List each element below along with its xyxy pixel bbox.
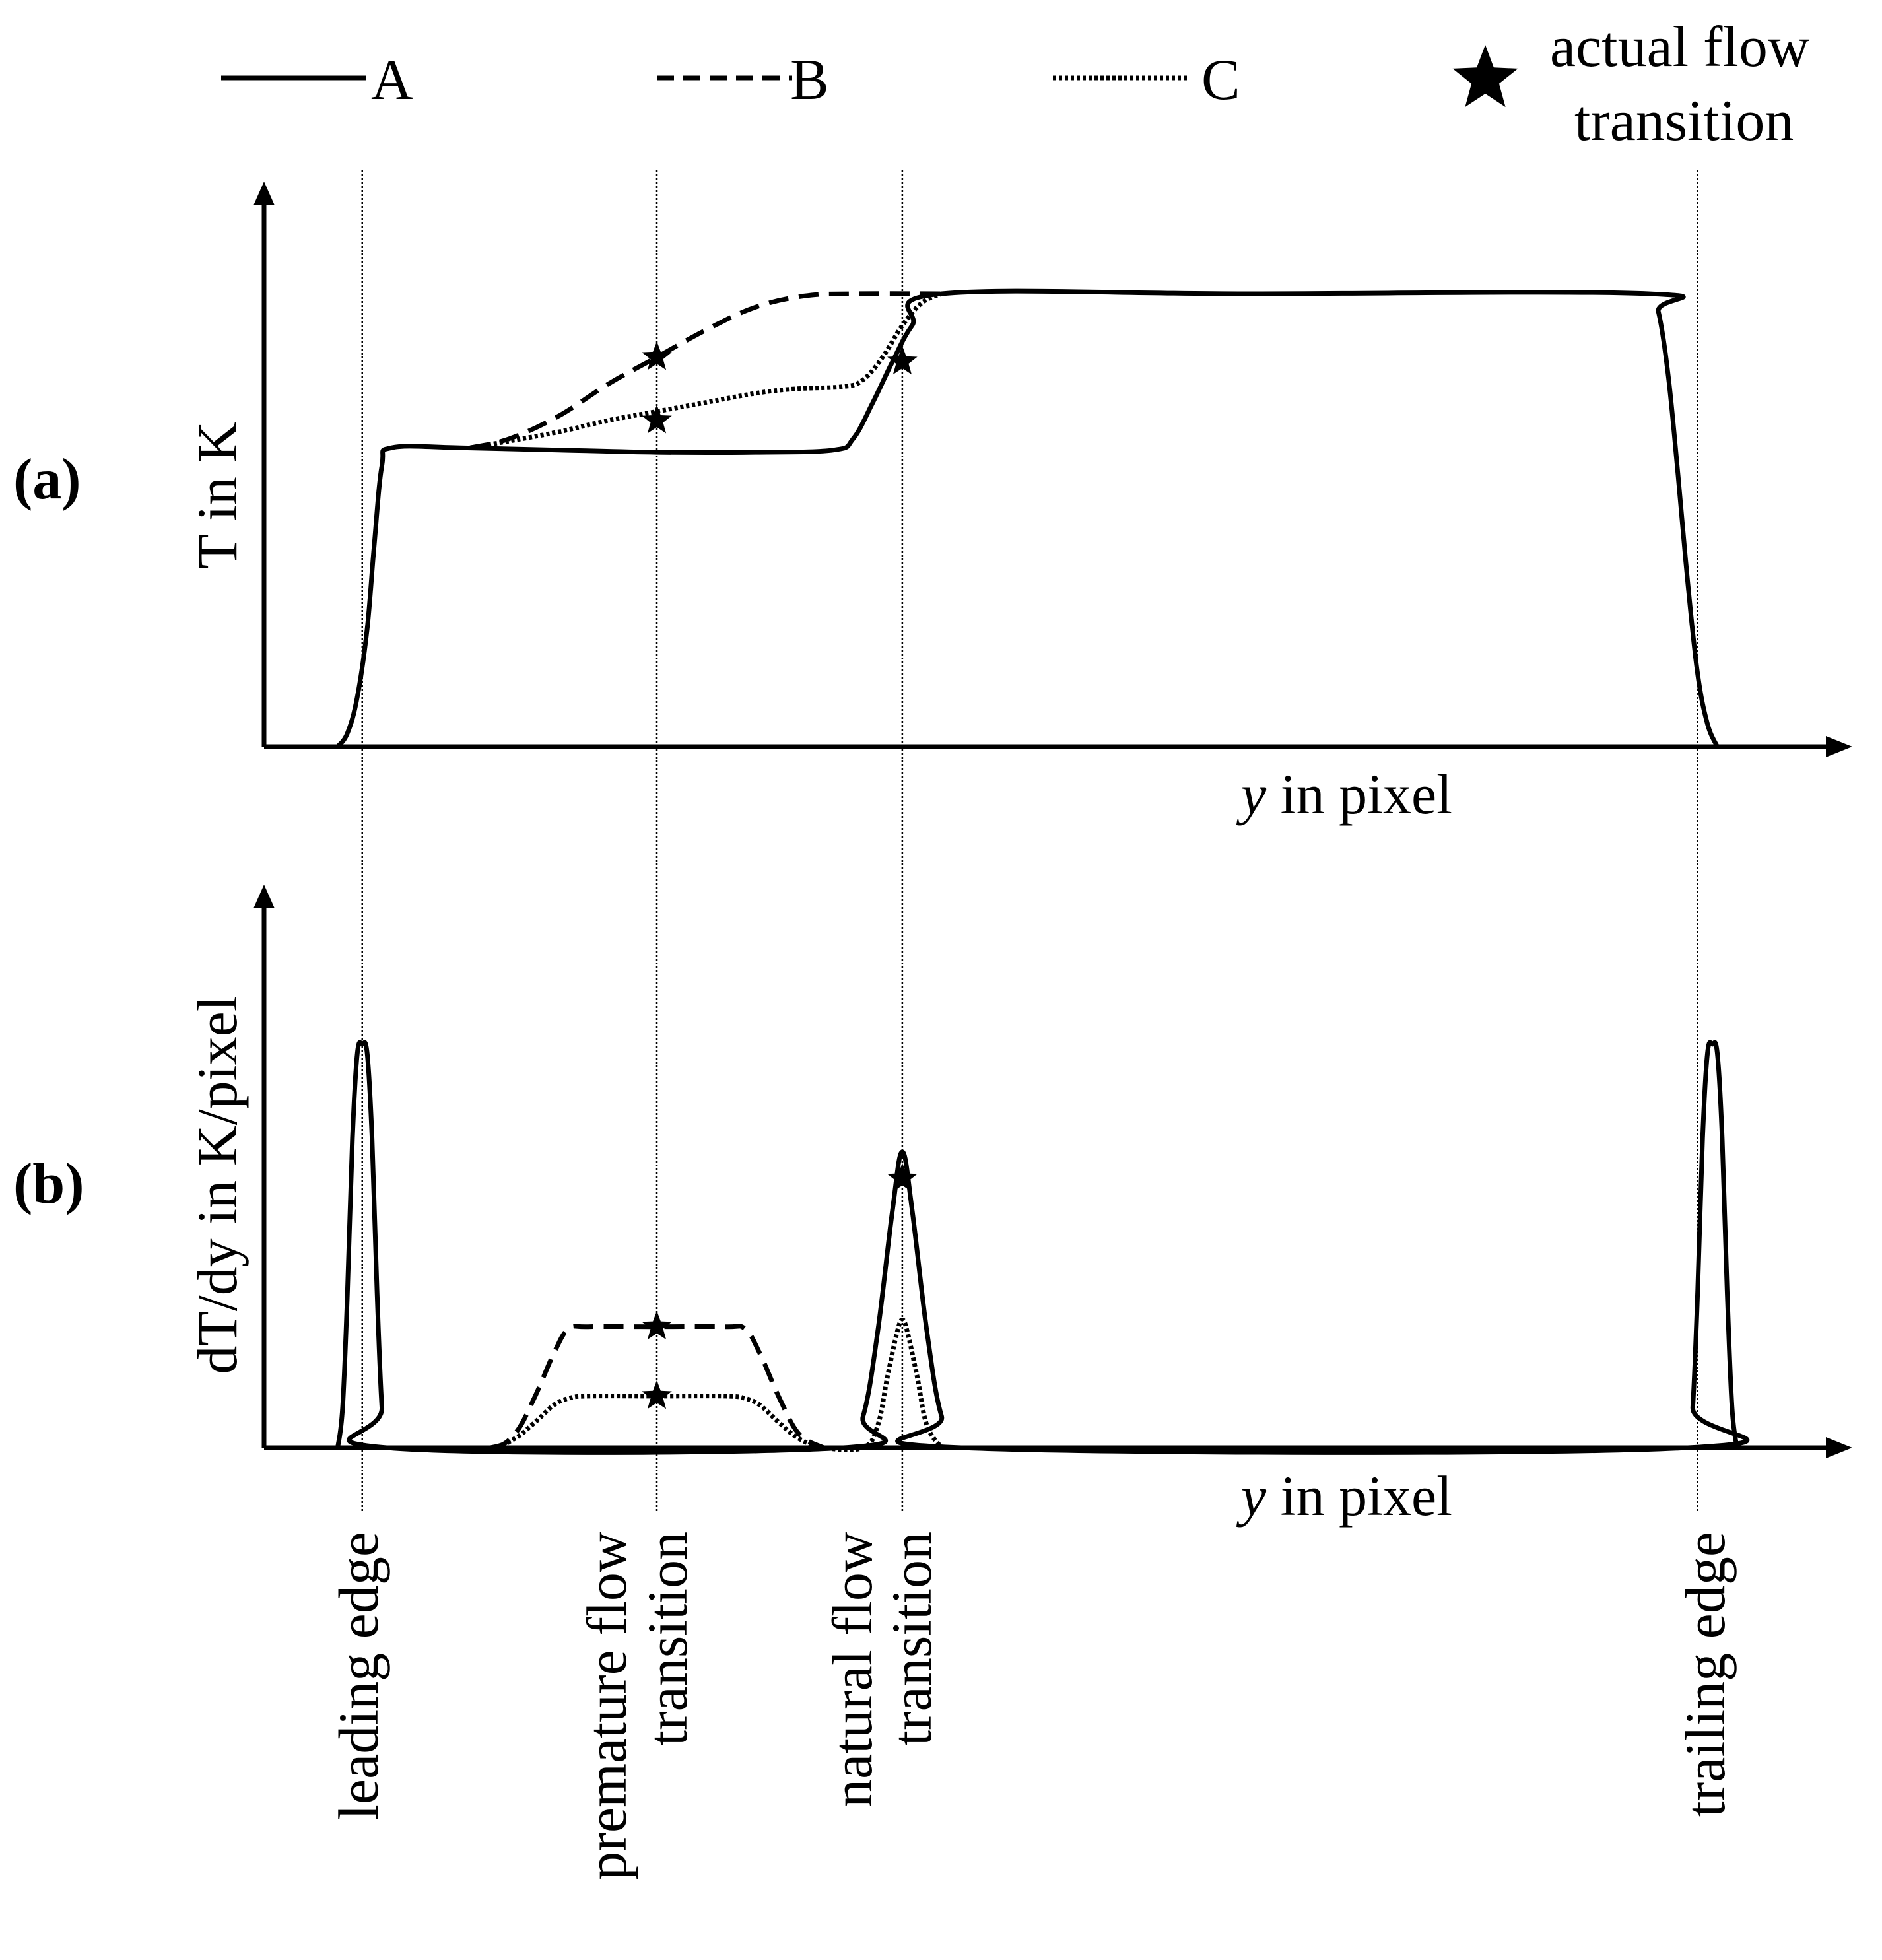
- legend-star-line1: actual flow: [1550, 15, 1810, 79]
- panel-a-x-arrow: [1826, 736, 1852, 757]
- axes: [253, 182, 1852, 1458]
- panel-b-xlabel-rest: in pixel: [1266, 1464, 1452, 1528]
- panel-a-xlabel-var: y: [1236, 762, 1267, 826]
- marker-label-natural-line2: transition: [880, 1532, 943, 1746]
- panel-b-series-c: [430, 1318, 944, 1452]
- marker-label-premature-line1: premature flow: [575, 1532, 638, 1880]
- marker-labels: leading edge premature flow transition n…: [327, 1532, 1737, 1880]
- panel-a-xlabel: y in pixel: [1236, 762, 1452, 826]
- series: [335, 288, 1750, 1455]
- panel-a-transition-star-3-icon: [887, 345, 918, 375]
- marker-label-leading: leading edge: [327, 1532, 390, 1820]
- marker-label-premature-line2: transition: [636, 1532, 699, 1746]
- marker-label-trailing: trailing edge: [1673, 1532, 1737, 1817]
- panel-a-ylabel: T in K: [185, 422, 249, 569]
- panel-a-transition-star-1-icon: [642, 341, 672, 370]
- panel-a-y-arrow: [253, 182, 275, 205]
- panel-b-xlabel-var: y: [1236, 1464, 1267, 1528]
- legend-label-b: B: [790, 48, 829, 112]
- panel-a-label: (a): [13, 448, 81, 512]
- panel-b-transition-star-1-icon: [642, 1310, 672, 1340]
- panel-b-xlabel: y in pixel: [1236, 1464, 1452, 1528]
- panel-b-series-b: [430, 1324, 825, 1452]
- legend-star-line2: transition: [1574, 89, 1794, 153]
- legend-label-c: C: [1201, 48, 1240, 112]
- panel-a-xlabel-rest: in pixel: [1266, 762, 1452, 826]
- panel-a-series-b: [469, 291, 942, 450]
- panel-b-transition-star-3-icon: [887, 1163, 918, 1192]
- legend: A B C actual flow transition: [221, 15, 1810, 153]
- legend-star-icon: [1452, 45, 1518, 108]
- panel-a-series-a: [335, 288, 1720, 749]
- panel-b-x-arrow: [1826, 1437, 1852, 1458]
- panel-b-label: (b): [13, 1152, 84, 1216]
- legend-label-a: A: [371, 48, 413, 112]
- marker-label-natural-line1: natural flow: [821, 1532, 884, 1808]
- transition-stars: [642, 341, 918, 1409]
- marker-guides: [361, 170, 1698, 1512]
- panel-b-ylabel: dT/dy in K/pixel: [185, 996, 249, 1374]
- panel-b-series-a: [335, 1040, 1750, 1455]
- panel-a-transition-star-2-icon: [642, 405, 672, 434]
- panel-b-transition-star-2-icon: [642, 1380, 672, 1409]
- panel-b-y-arrow: [253, 885, 275, 908]
- panel-a-series-c: [469, 291, 943, 450]
